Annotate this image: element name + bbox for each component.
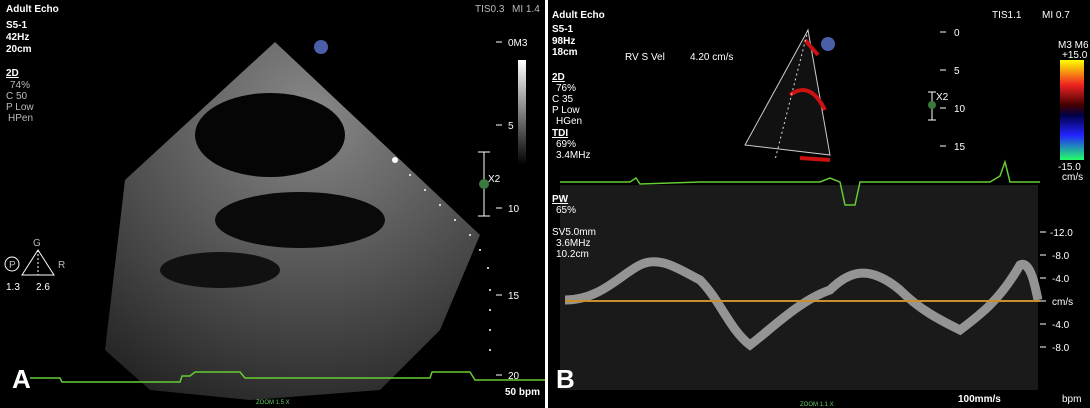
orientation-label: 2.6 bbox=[36, 282, 50, 293]
setting: 65% bbox=[556, 205, 576, 216]
zoom-marker: X2 bbox=[488, 174, 501, 185]
setting: 98Hz bbox=[552, 36, 575, 47]
depth-label: 5 bbox=[508, 121, 514, 132]
chamber bbox=[195, 93, 345, 177]
setting: 69% bbox=[556, 139, 576, 150]
zoom-marker: X2 bbox=[936, 92, 949, 103]
orientation-label: P bbox=[9, 260, 16, 271]
tis: TIS0.3 bbox=[475, 4, 505, 15]
zoom: ZOOM 1.5 X bbox=[256, 400, 290, 406]
setting: P Low bbox=[6, 102, 34, 113]
probe-marker bbox=[821, 37, 835, 51]
setting: 20cm bbox=[6, 44, 32, 55]
depth-label: 10 bbox=[954, 104, 966, 115]
velocity-label: -8.0 bbox=[1052, 251, 1070, 262]
setting: C 50 bbox=[6, 91, 28, 102]
setting: SV5.0mm bbox=[552, 227, 596, 238]
chamber bbox=[160, 252, 280, 288]
velocity-label: -8.0 bbox=[1052, 343, 1070, 354]
orientation-label: R bbox=[58, 260, 65, 271]
setting: 74% bbox=[10, 80, 30, 91]
sweep-speed: 100mm/s bbox=[958, 394, 1001, 405]
color-bar bbox=[1060, 60, 1084, 160]
velocity-label: cm/s bbox=[1052, 297, 1073, 308]
setting: S5-1 bbox=[552, 24, 574, 35]
color-top: +15.0 bbox=[1062, 50, 1088, 61]
panel-label: A bbox=[12, 364, 31, 394]
setting: TDI bbox=[552, 128, 568, 139]
depth-label: 0 bbox=[954, 28, 960, 39]
setting: 42Hz bbox=[6, 32, 29, 43]
orientation-label: G bbox=[33, 238, 41, 249]
setting: 3.4MHz bbox=[556, 150, 590, 161]
setting: 10.2cm bbox=[556, 249, 589, 260]
orientation-label: 1.3 bbox=[6, 282, 20, 293]
setting: P Low bbox=[552, 105, 580, 116]
setting: 76% bbox=[556, 83, 576, 94]
setting: 18cm bbox=[552, 47, 578, 58]
measurement-name: RV S Vel bbox=[625, 52, 665, 63]
mode: Adult Echo bbox=[6, 4, 59, 15]
setting: 2D bbox=[552, 72, 565, 83]
mode: Adult Echo bbox=[552, 10, 605, 21]
depth-label: 15 bbox=[954, 142, 966, 153]
setting: S5-1 bbox=[6, 20, 28, 31]
focus-marker bbox=[928, 101, 936, 109]
depth-label: 0M3 bbox=[508, 38, 528, 49]
setting: 2D bbox=[6, 68, 19, 79]
setting: HGen bbox=[556, 116, 582, 127]
depth-label: 5 bbox=[954, 66, 960, 77]
screenshot: Adult Echo TIS0.3 MI 1.4 S5-1 42Hz 20cm … bbox=[0, 0, 1090, 408]
velocity-label: -4.0 bbox=[1052, 320, 1070, 331]
probe-marker bbox=[314, 40, 328, 54]
zoom: ZOOM 1.1 X bbox=[800, 402, 834, 408]
chamber bbox=[215, 192, 385, 248]
color-unit: cm/s bbox=[1062, 172, 1083, 183]
mi: MI 1.4 bbox=[512, 4, 540, 15]
setting: C 35 bbox=[552, 94, 574, 105]
heart-rate: bpm bbox=[1062, 394, 1081, 405]
tis: TIS1.1 bbox=[992, 10, 1022, 21]
velocity-label: -4.0 bbox=[1052, 274, 1070, 285]
heart-rate: 50 bpm bbox=[505, 387, 540, 398]
velocity-label: -12.0 bbox=[1050, 228, 1073, 239]
depth-label: 15 bbox=[508, 291, 520, 302]
gray-bar bbox=[518, 60, 526, 165]
doppler-area bbox=[560, 185, 1038, 390]
setting: PW bbox=[552, 194, 569, 205]
depth-label: 10 bbox=[508, 204, 520, 215]
mi: MI 0.7 bbox=[1042, 10, 1070, 21]
setting: HPen bbox=[8, 113, 33, 124]
depth-label: 20 bbox=[508, 371, 520, 382]
setting: 3.6MHz bbox=[556, 238, 590, 249]
measurement-value: 4.20 cm/s bbox=[690, 52, 733, 63]
panel-label: B bbox=[556, 364, 575, 394]
